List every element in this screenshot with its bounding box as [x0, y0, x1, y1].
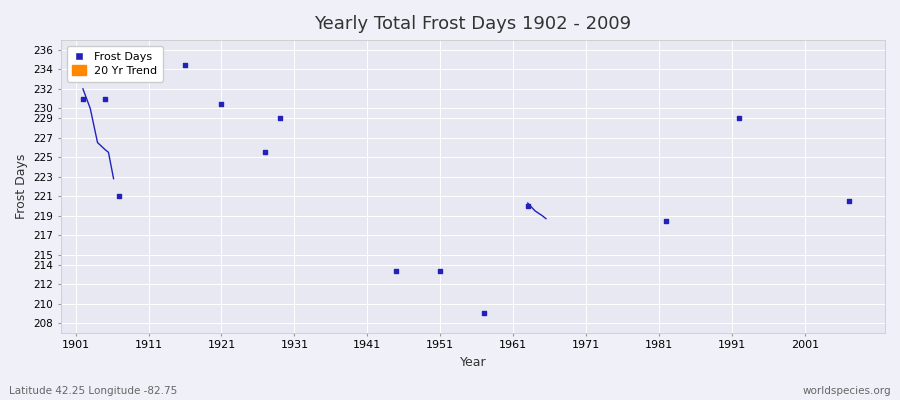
Legend: Frost Days, 20 Yr Trend: Frost Days, 20 Yr Trend	[67, 46, 163, 82]
Point	[520, 203, 535, 209]
Point	[732, 115, 746, 121]
Point	[258, 149, 273, 156]
Point	[433, 268, 447, 274]
Point	[659, 218, 673, 224]
Point	[842, 198, 856, 204]
Text: Latitude 42.25 Longitude -82.75: Latitude 42.25 Longitude -82.75	[9, 386, 177, 396]
Point	[76, 96, 90, 102]
Point	[112, 193, 127, 200]
Point	[273, 115, 287, 121]
Point	[477, 310, 491, 316]
Y-axis label: Frost Days: Frost Days	[15, 154, 28, 219]
Point	[214, 100, 229, 107]
Text: worldspecies.org: worldspecies.org	[803, 386, 891, 396]
Point	[97, 96, 112, 102]
Point	[390, 268, 404, 274]
Title: Yearly Total Frost Days 1902 - 2009: Yearly Total Frost Days 1902 - 2009	[314, 15, 632, 33]
X-axis label: Year: Year	[460, 356, 486, 369]
Point	[178, 61, 193, 68]
